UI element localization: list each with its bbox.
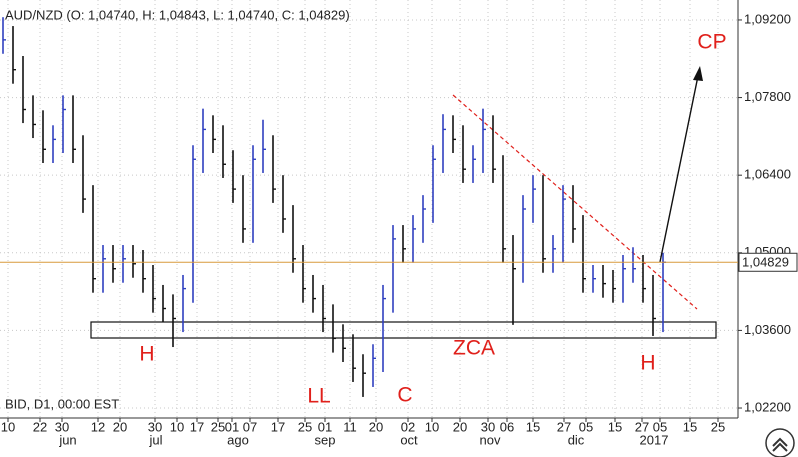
x-tick-label: 02 [401, 419, 415, 434]
x-tick-label: 25 [211, 419, 225, 434]
x-tick-label: 01 [225, 419, 239, 434]
x-tick-label: 05 [653, 419, 667, 434]
zone-box [90, 321, 717, 339]
y-tick-label: 1,03600 [744, 322, 791, 337]
x-tick-label: 22 [33, 419, 47, 434]
y-tick-label: 1,06400 [744, 167, 791, 182]
x-tick-label: 06 [500, 419, 514, 434]
x-tick-label: 27 [557, 419, 571, 434]
x-tick-label: 15 [608, 419, 622, 434]
bar-layer [2, 17, 666, 397]
y-tick-label: 1,07800 [744, 89, 791, 104]
x-tick-label: 17 [190, 419, 204, 434]
month-label: ago [227, 432, 249, 447]
x-tick-label: 15 [683, 419, 697, 434]
x-tick-label: 11 [343, 419, 357, 434]
annotation: CP [697, 31, 726, 54]
x-tick-label: 10 [170, 419, 184, 434]
x-tick-label: 10 [425, 419, 439, 434]
x-tick-label: 30 [481, 419, 495, 434]
arrow-head [693, 66, 703, 81]
x-tick-label: 01 [318, 419, 332, 434]
x-tick-label: 20 [369, 419, 383, 434]
month-label: jul [148, 432, 162, 447]
x-tick-label: 27 [635, 419, 649, 434]
x-tick-label: 20 [453, 419, 467, 434]
scroll-button-icon[interactable] [772, 442, 788, 452]
x-tick-label: 25 [298, 419, 312, 434]
x-tick-label: 12 [91, 419, 105, 434]
y-tick-label: 1,02200 [744, 399, 791, 414]
scroll-button[interactable] [765, 428, 795, 457]
x-tick-label: 07 [243, 419, 257, 434]
footer-label: BID, D1, 00:00 EST [5, 396, 119, 411]
month-label: 2017 [640, 432, 669, 447]
last-price-box [738, 252, 798, 272]
trend-line [452, 94, 698, 310]
month-label: nov [480, 432, 501, 447]
x-tick-label: 20 [113, 419, 127, 434]
month-label: jun [58, 432, 76, 447]
annotation: ZCA [453, 337, 495, 360]
annotation: C [397, 384, 412, 407]
chart-title: AUD/NZD (O: 1,04740, H: 1,04843, L: 1,04… [5, 7, 350, 22]
x-tick-label: 15 [526, 419, 540, 434]
last-price-label: 1,04829 [742, 255, 789, 270]
annotation: LL [307, 385, 330, 408]
arrow-line [659, 75, 699, 263]
x-tick-label: 10 [1, 419, 15, 434]
x-tick-label: 05 [579, 419, 593, 434]
x-tick-label: 30 [55, 419, 69, 434]
scroll-button-icon[interactable] [772, 437, 788, 447]
y-tick-label: 1,09200 [744, 11, 791, 26]
annotation: H [139, 343, 154, 366]
month-label: sep [315, 432, 336, 447]
month-label: oct [400, 432, 418, 447]
annotation: H [640, 352, 655, 375]
x-tick-label: 25 [711, 419, 725, 434]
x-tick-label: 17 [271, 419, 285, 434]
grid-layer [0, 0, 738, 418]
month-label: dic [568, 432, 585, 447]
x-tick-label: 30 [148, 419, 162, 434]
